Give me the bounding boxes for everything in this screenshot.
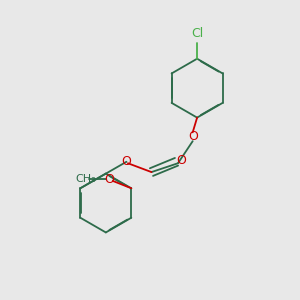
Text: O: O bbox=[122, 155, 131, 168]
Text: O: O bbox=[188, 130, 198, 143]
Text: Cl: Cl bbox=[191, 27, 203, 40]
Text: O: O bbox=[104, 173, 114, 186]
Text: CH₃: CH₃ bbox=[75, 174, 96, 184]
Text: O: O bbox=[176, 154, 186, 167]
